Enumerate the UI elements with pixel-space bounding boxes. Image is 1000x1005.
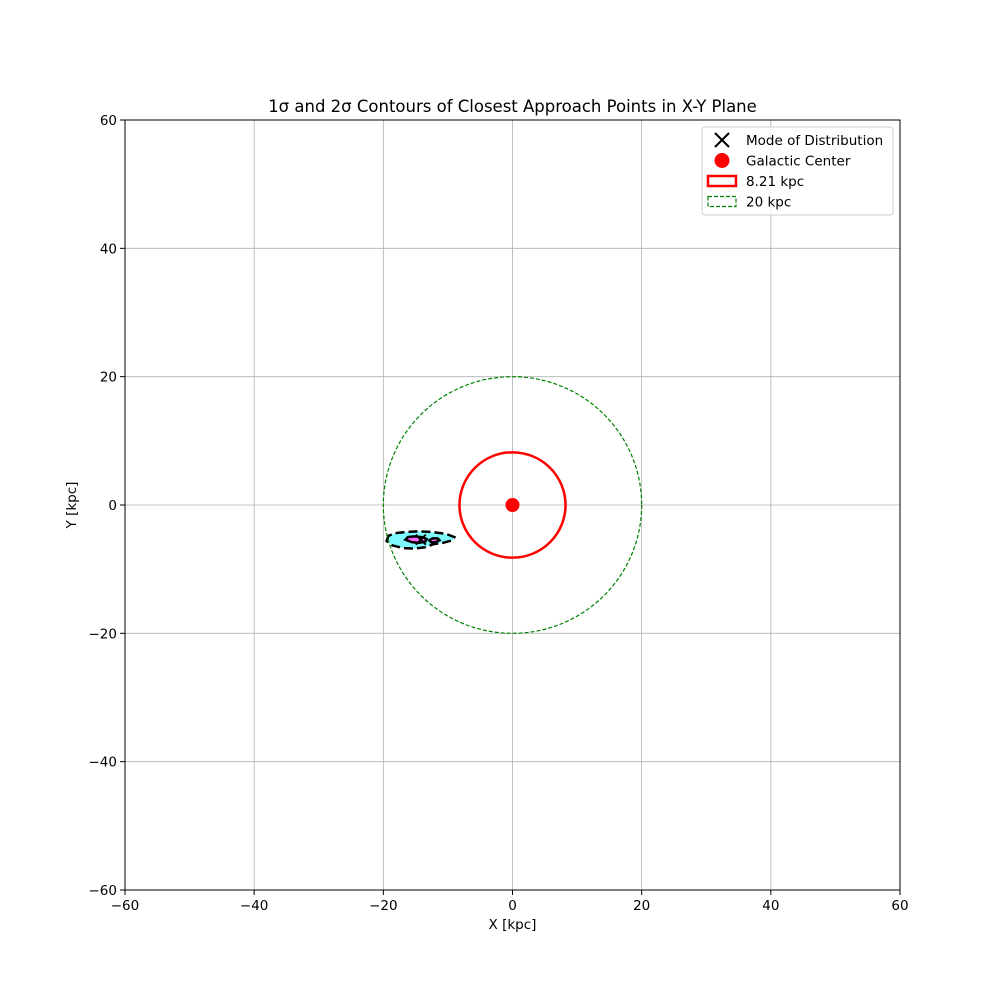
legend-box: [701, 126, 894, 216]
x-tick-label: −20: [369, 898, 398, 914]
y-axis-label: Y [kpc]: [64, 482, 80, 530]
plot-content: [382, 376, 643, 634]
y-tick-label: 40: [100, 241, 117, 257]
legend-marker-20-kpc: [707, 195, 737, 208]
y-tick-label: 20: [100, 370, 117, 386]
x-tick-label: 20: [633, 898, 650, 914]
circle-20-kpc: [382, 376, 643, 634]
chart-title: 1σ and 2σ Contours of Closest Approach P…: [268, 97, 757, 116]
contour-line-1sigma: [403, 535, 429, 545]
x-tick-label: −40: [240, 898, 269, 914]
circle-8-21-kpc: [458, 451, 567, 559]
point-galactic-center: [505, 498, 520, 512]
legend-marker-8-21-kpc: [706, 174, 738, 188]
contour-line-2sigma: [385, 530, 457, 550]
legend-label-8-21-kpc: 8.21 kpc: [746, 174, 804, 190]
legend: Mode of Distribution Galactic Center 8.21 …: [701, 126, 894, 216]
legend-label-20-kpc: 20 kpc: [746, 195, 791, 211]
x-axis-label: X [kpc]: [489, 917, 537, 933]
point-mode-of-distribution: [415, 533, 427, 546]
legend-label-galactic-center: Galactic Center: [746, 154, 851, 170]
x-marker-stroke: [415, 533, 427, 546]
contour-line-1sigma: [427, 537, 442, 544]
legend-label-mode-of-distribution: Mode of Distribution: [746, 133, 883, 149]
x-tick-label: −60: [111, 898, 140, 914]
x-tick-label: 0: [508, 898, 517, 914]
y-tick-label: −40: [89, 755, 118, 771]
ticks: −60 −40 −20 0 20 40 60 −60 −40 −20 0 20 40 60: [89, 113, 909, 914]
legend-marker-galactic-center: [714, 153, 730, 168]
y-tick-label: 0: [108, 498, 117, 514]
plot-area: [382, 376, 643, 634]
legend-marker-mode-of-distribution: [714, 132, 730, 148]
y-tick-label: 60: [100, 113, 117, 129]
y-tick-label: −60: [89, 883, 118, 899]
x-tick-label: 60: [891, 898, 908, 914]
y-tick-label: −20: [89, 626, 118, 642]
x-tick-label: 40: [762, 898, 779, 914]
x-marker-stroke: [714, 132, 730, 148]
